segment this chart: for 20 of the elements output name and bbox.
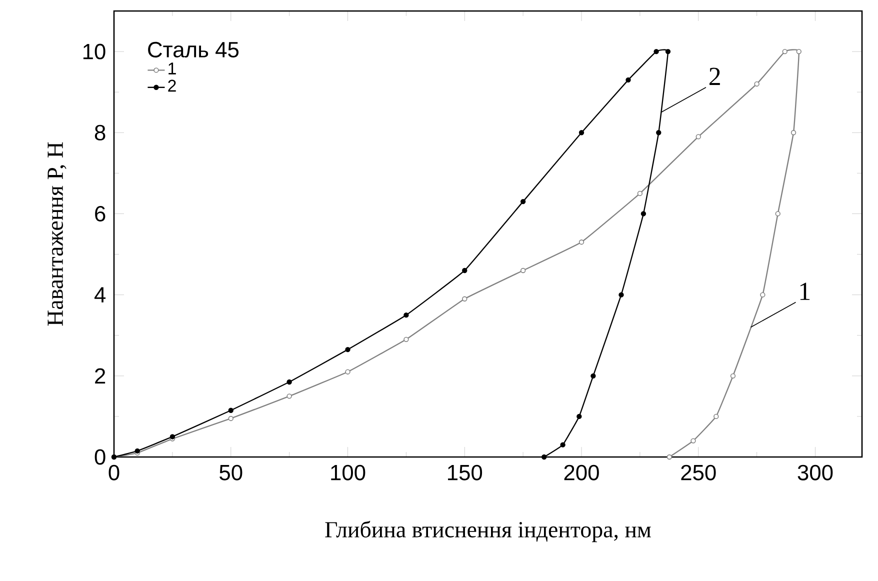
annotation: 1: [800, 282, 810, 300]
x-tick-label: 200: [564, 464, 599, 480]
x-tick-label: 250: [681, 464, 716, 480]
y-tick-label: 8: [94, 124, 106, 140]
y-axis-title: Навантаження P, Н: [48, 142, 66, 326]
legend-label: 1: [168, 62, 176, 74]
y-tick-label: 6: [95, 206, 106, 222]
y-tick-label: 10: [83, 44, 106, 60]
legend-label: 2: [168, 80, 176, 92]
x-tick-label: 0: [108, 464, 120, 480]
legend-title: Сталь 45: [148, 42, 239, 58]
x-tick-label: 150: [448, 464, 482, 480]
x-tick-label: 50: [220, 464, 242, 480]
annotation: 2: [710, 68, 720, 85]
y-tick-label: 4: [94, 287, 106, 302]
x-axis-title: Глибина втиснення індентора, нм: [325, 520, 651, 542]
x-tick-label: 100: [331, 464, 366, 480]
x-tick-label: 300: [798, 464, 833, 480]
y-tick-label: 2: [95, 368, 106, 384]
y-tick-label: 0: [94, 449, 106, 465]
